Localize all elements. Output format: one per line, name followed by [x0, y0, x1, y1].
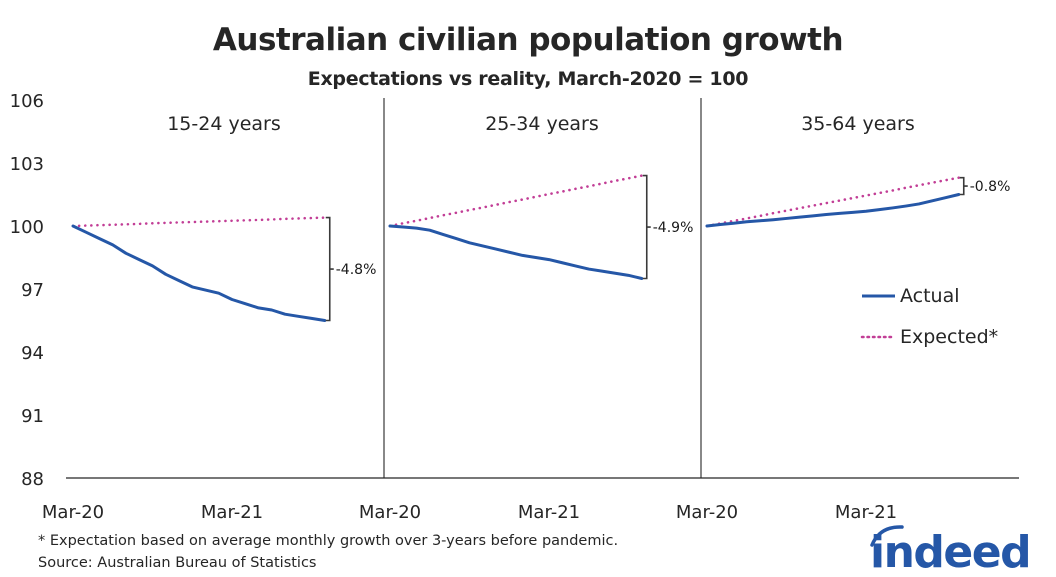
- y-tick-label: 94: [21, 343, 44, 364]
- gap-bracket: [959, 176, 968, 196]
- legend-actual-label: Actual: [900, 285, 960, 307]
- panel-25-34-years: 25-34 years -4.9%: [388, 113, 694, 280]
- actual-line: [388, 224, 644, 280]
- gap-annotation: -4.9%: [653, 220, 694, 236]
- legend-expected-label: Expected*: [900, 326, 998, 348]
- panel-label: 25-34 years: [485, 113, 599, 135]
- x-tick-label: Mar-20: [359, 502, 421, 523]
- y-tick-label: 103: [10, 154, 44, 175]
- panel-35-64-years: 35-64 years -0.8%: [705, 113, 1011, 228]
- panels: 15-24 years -4.8% 25-34 years -4.9% 35-64 ye…: [71, 113, 1011, 322]
- x-tick-label: Mar-21: [201, 502, 263, 523]
- x-tick-label: Mar-21: [835, 502, 897, 523]
- y-tick-label: 88: [21, 469, 44, 490]
- y-tick-label: 106: [10, 91, 44, 112]
- expected-line: [71, 216, 327, 228]
- footnote: * Expectation based on average monthly g…: [38, 533, 618, 549]
- y-tick-label: 100: [10, 217, 44, 238]
- logo-arc-icon: [870, 525, 904, 547]
- x-tick-label: Mar-20: [676, 502, 738, 523]
- legend: Actual Expected*: [860, 285, 998, 348]
- panel-label: 35-64 years: [801, 113, 915, 135]
- y-axis: 106 103 100 97 94 91 88: [10, 91, 44, 490]
- indeed-logo: indeed: [870, 525, 1032, 577]
- chart-subtitle: Expectations vs reality, March-2020 = 10…: [308, 68, 748, 90]
- gap-annotation: -0.8%: [970, 179, 1011, 195]
- source-note: Source: Australian Bureau of Statistics: [38, 555, 317, 571]
- chart-title: Australian civilian population growth: [213, 22, 843, 58]
- panel-15-24-years: 15-24 years -4.8%: [71, 113, 377, 322]
- panel-label: 15-24 years: [167, 113, 281, 135]
- y-tick-label: 91: [21, 406, 44, 427]
- x-tick-label: Mar-21: [518, 502, 580, 523]
- gap-bracket: [642, 174, 651, 280]
- gap-bracket: [325, 216, 334, 322]
- expected-line: [388, 174, 644, 228]
- expected-line: [705, 176, 961, 228]
- actual-line: [71, 224, 327, 322]
- gap-annotation: -4.8%: [336, 262, 377, 278]
- x-axis: Mar-20 Mar-21 Mar-20 Mar-21 Mar-20 Mar-21: [42, 477, 1019, 523]
- x-tick-label: Mar-20: [42, 502, 104, 523]
- panel-dividers: [383, 98, 702, 478]
- logo-text: indeed: [870, 527, 1030, 577]
- actual-line: [705, 193, 961, 228]
- y-tick-label: 97: [21, 280, 44, 301]
